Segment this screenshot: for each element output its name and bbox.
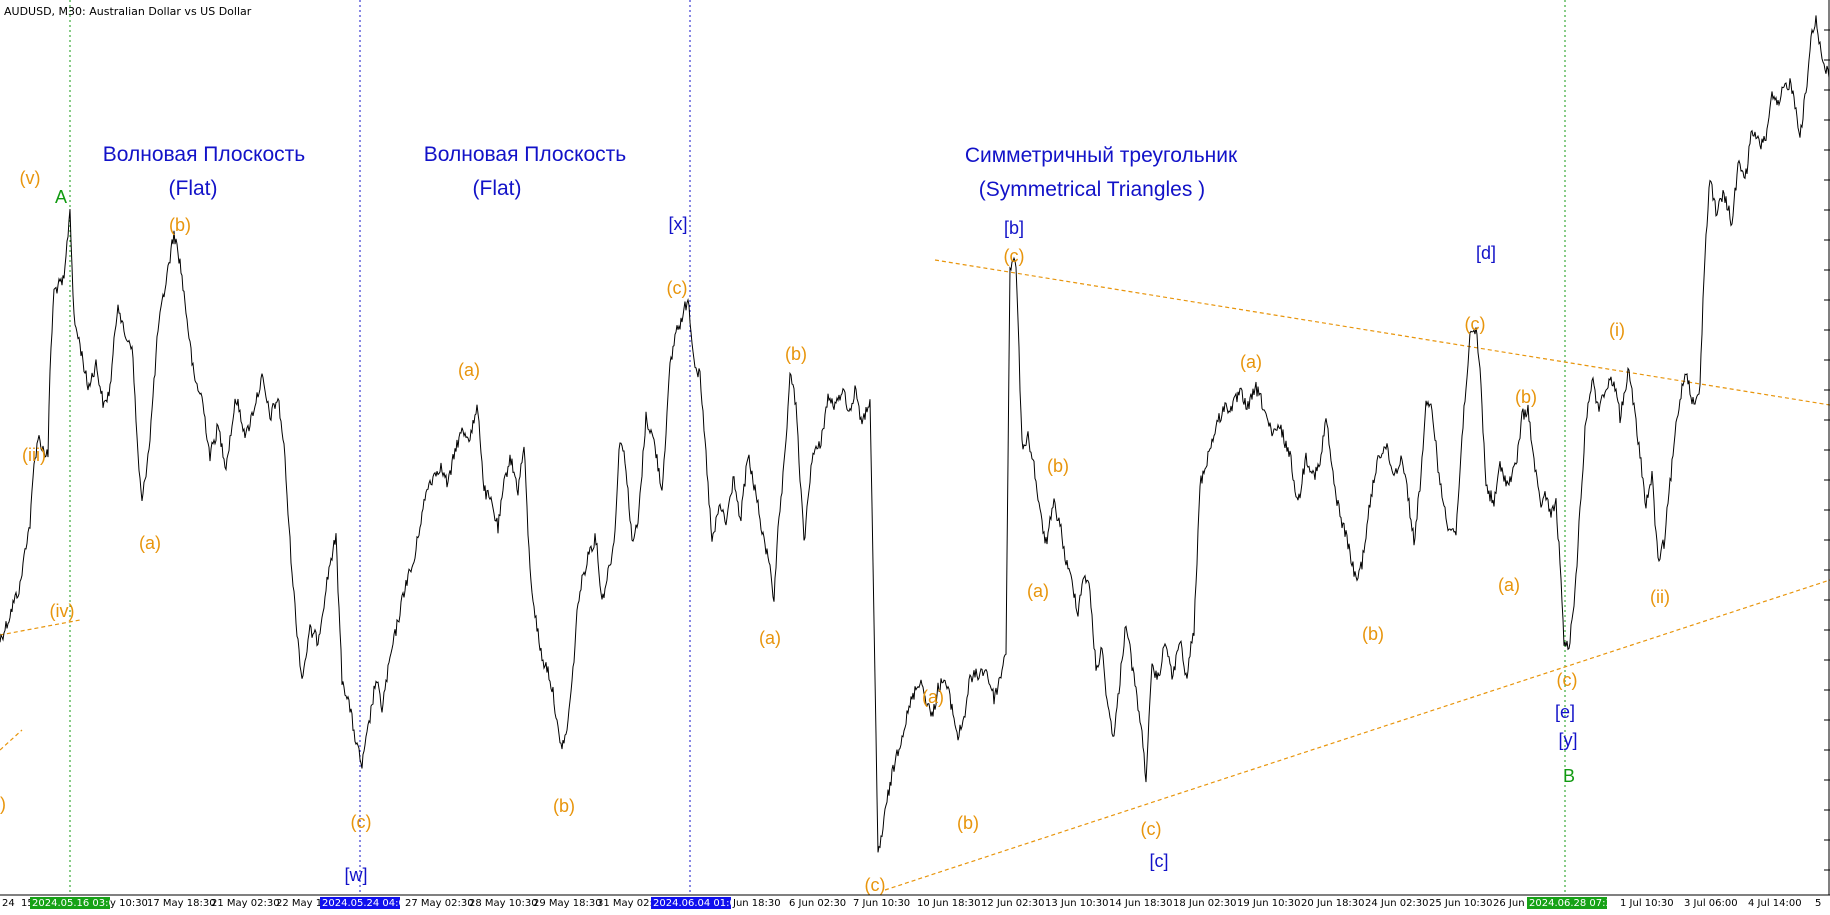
- wave-label-i: (i): [1609, 320, 1625, 340]
- wave-label-w: [w]: [344, 865, 367, 885]
- wave-label-b: (b): [169, 215, 191, 235]
- wave-label-d-bracket: [d]: [1476, 243, 1496, 263]
- x-tick-label: 26 Jun 1: [1493, 898, 1534, 909]
- wave-label-b-bracket: [b]: [1004, 218, 1024, 238]
- x-tick-label: 29 May 18:30: [533, 898, 602, 909]
- wave-label-b: (b): [1047, 456, 1069, 476]
- wave-label-c: (c): [1465, 314, 1486, 334]
- x-tick-label: 24 Jun 02:30: [1365, 898, 1429, 909]
- x-tick-label: 2024.05.16 03:00: [32, 898, 121, 909]
- title-triangle-line1: Симметричный треугольник: [965, 144, 1238, 167]
- x-tick-label: 31 May 02:30: [597, 898, 666, 909]
- wave-label-c: (c): [865, 875, 886, 895]
- x-tick-highlight-blue: [320, 897, 400, 909]
- wave-label-c: (c): [1004, 246, 1025, 266]
- wave-label-iv: (iv): [50, 601, 75, 621]
- wave-label-c-bracket: [c]: [1149, 851, 1168, 871]
- title-flat-1-line2: (Flat): [169, 177, 218, 200]
- x-tick-label: 2024.05.24 04:00: [322, 898, 411, 909]
- wave-label-a: (a): [922, 687, 944, 707]
- wave-label-b: (b): [1362, 624, 1384, 644]
- wave-label-a: (a): [139, 533, 161, 553]
- wave-label-a: (a): [1240, 352, 1262, 372]
- x-tick-label: y 10:30: [110, 898, 148, 909]
- x-tick-label: 15: [21, 898, 34, 909]
- wave-label-b: (b): [553, 796, 575, 816]
- x-tick-label: 7 Jun 10:30: [853, 898, 910, 909]
- x-tick-label: 6 Jun 02:30: [789, 898, 846, 909]
- x-tick-label: 24: [2, 898, 15, 909]
- x-tick-label: 19 Jun 10:30: [1237, 898, 1301, 909]
- x-tick-label: 14 Jun 18:30: [1109, 898, 1173, 909]
- x-tick-label: Jun 18:30: [732, 898, 781, 909]
- x-tick-label: 2024.06.04 01:00: [653, 898, 742, 909]
- wave-label-x: [x]: [668, 214, 687, 234]
- x-tick-label: 5: [1815, 898, 1821, 909]
- wave-label-edge: ): [0, 794, 6, 814]
- wave-label-v: (v): [20, 168, 41, 188]
- x-tick-label: 12 Jun 02:30: [981, 898, 1045, 909]
- triangle-lower-trendline: [884, 579, 1830, 891]
- x-tick-label: 22 May 10: [276, 898, 328, 909]
- wave-label-A: A: [55, 187, 67, 207]
- x-tick-label: 20 Jun 18:30: [1301, 898, 1365, 909]
- wave-label-c: (c): [1557, 670, 1578, 690]
- time-axis: 24 15 2024.05.16 03:00 y 10:30 17 May 18…: [2, 897, 1821, 909]
- wave-label-c: (c): [351, 812, 372, 832]
- x-tick-label: 2024.06.28 07:30: [1529, 898, 1618, 909]
- wave-label-a: (a): [759, 628, 781, 648]
- x-tick-highlight-green: [1527, 897, 1607, 909]
- title-flat-2-line1: Волновая Плоскость: [424, 143, 627, 166]
- x-tick-label: 4 Jul 14:00: [1748, 898, 1802, 909]
- wave-label-c: (c): [667, 278, 688, 298]
- x-tick-highlight-blue: [651, 897, 731, 909]
- symbol-header: AUDUSD, M30: Australian Dollar vs US Dol…: [4, 5, 252, 18]
- x-tick-label: 3 Jul 06:00: [1684, 898, 1738, 909]
- left-trendline-2: [0, 729, 23, 751]
- x-tick-label: 10 Jun 18:30: [917, 898, 981, 909]
- x-tick-label: 28 May 10:30: [469, 898, 538, 909]
- wave-label-a: (a): [458, 360, 480, 380]
- x-tick-highlight-green: [30, 897, 110, 909]
- wave-label-b: (b): [957, 813, 979, 833]
- x-tick-label: 1 Jul 10:30: [1620, 898, 1674, 909]
- wave-label-a: (a): [1498, 575, 1520, 595]
- x-tick-label: 27 May 02:30: [405, 898, 474, 909]
- wave-label-iii: (iii): [22, 445, 46, 465]
- title-flat-2-line2: (Flat): [473, 177, 522, 200]
- wave-label-e-bracket: [e]: [1555, 702, 1575, 722]
- wave-label-B: B: [1563, 766, 1575, 786]
- x-tick-label: 13 Jun 10:30: [1045, 898, 1109, 909]
- price-line: [0, 15, 1830, 853]
- wave-label-y-bracket: [y]: [1558, 730, 1577, 750]
- wave-label-a: (a): [1027, 581, 1049, 601]
- title-triangle-line2: (Symmetrical Triangles ): [979, 178, 1205, 201]
- x-tick-label: 25 Jun 10:30: [1429, 898, 1493, 909]
- x-tick-label: 18 Jun 02:30: [1173, 898, 1237, 909]
- x-tick-label: 21 May 02:30: [211, 898, 280, 909]
- x-tick-label: 17 May 18:30: [147, 898, 216, 909]
- wave-label-ii: (ii): [1650, 587, 1670, 607]
- wave-label-b: (b): [1515, 387, 1537, 407]
- wave-label-c: (c): [1141, 819, 1162, 839]
- wave-label-b: (b): [785, 344, 807, 364]
- title-flat-1-line1: Волновая Плоскость: [103, 143, 306, 166]
- price-axis: [1824, 0, 1830, 895]
